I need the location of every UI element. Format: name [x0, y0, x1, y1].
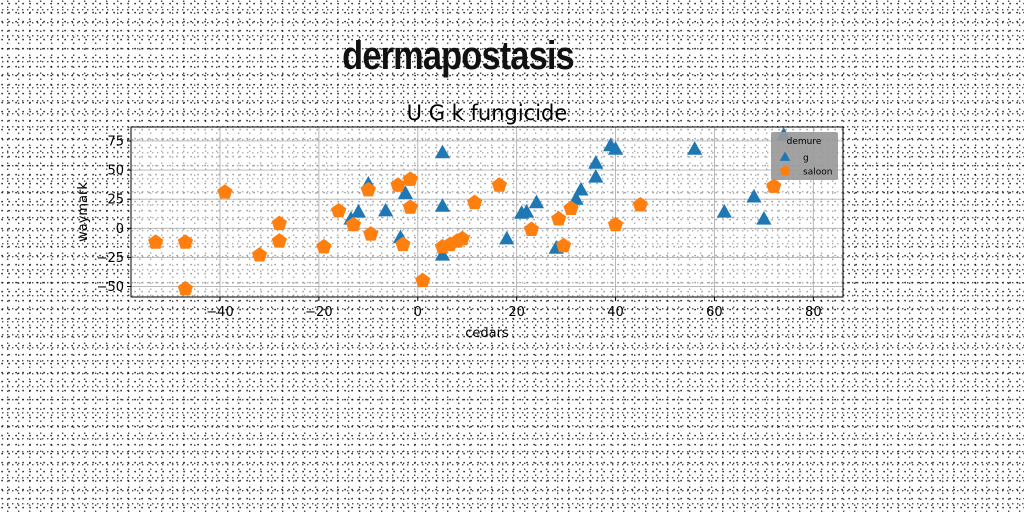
- data-point-saloon: [402, 171, 418, 186]
- data-point-g: [528, 194, 545, 209]
- data-point-saloon: [363, 226, 379, 241]
- data-point-g: [397, 185, 414, 199]
- data-point-g: [746, 188, 762, 203]
- data-point-saloon: [177, 234, 193, 249]
- y-axis-label: waymark: [76, 182, 91, 242]
- chart-title: U G k fungicide: [407, 101, 568, 125]
- data-point-saloon: [390, 177, 406, 192]
- legend-items: g saloon: [779, 151, 832, 178]
- data-point-saloon: [177, 280, 193, 296]
- data-point-saloon: [360, 181, 376, 197]
- data-point-saloon: [766, 178, 782, 193]
- data-point-g: [434, 144, 451, 159]
- data-point-saloon: [415, 272, 431, 288]
- legend-label-g: g: [803, 154, 809, 164]
- legend: demure g saloon: [771, 132, 838, 180]
- data-point-saloon: [316, 238, 332, 254]
- data-point-saloon: [345, 216, 362, 232]
- data-point-saloon: [148, 234, 164, 249]
- x-tick-label: −40: [206, 305, 233, 320]
- data-point-g: [518, 204, 535, 218]
- data-point-g: [687, 141, 703, 155]
- data-point-g: [434, 247, 451, 261]
- x-tick-label: 40: [607, 305, 624, 320]
- legend-marker-g: [779, 151, 791, 161]
- data-point-saloon: [251, 247, 268, 262]
- y-tick-label: 75: [107, 134, 124, 149]
- data-point-saloon: [402, 199, 418, 214]
- x-tick-label: 20: [508, 305, 525, 320]
- data-point-saloon: [523, 221, 540, 236]
- data-point-g: [607, 141, 624, 155]
- data-point-saloon: [491, 177, 507, 192]
- data-point-g: [350, 204, 367, 218]
- x-tick-label: 0: [414, 305, 422, 320]
- y-tick-label: 50: [107, 164, 124, 179]
- grid-lines: [131, 127, 843, 297]
- data-point-saloon: [607, 216, 624, 232]
- y-tick-label: −25: [97, 251, 124, 266]
- legend-label-saloon: saloon: [803, 168, 832, 178]
- x-axis-label: cedars: [465, 326, 509, 341]
- data-point-saloon: [454, 230, 470, 246]
- y-axis-ticks: −50 −25 0 25 50 75: [97, 134, 131, 295]
- data-point-g: [756, 210, 772, 225]
- data-point-saloon: [551, 210, 567, 226]
- data-point-saloon: [563, 200, 579, 215]
- y-tick-label: 0: [116, 222, 124, 237]
- data-point-saloon: [556, 237, 572, 253]
- plot-area: [131, 127, 843, 297]
- legend-title: demure: [787, 137, 822, 147]
- page-heading: dermapostasis: [342, 34, 574, 78]
- data-point-g: [588, 169, 604, 183]
- y-tick-label: 25: [107, 193, 124, 208]
- data-points: [148, 127, 792, 296]
- data-point-saloon: [467, 194, 483, 210]
- data-point-saloon: [271, 233, 287, 248]
- data-point-g: [378, 202, 394, 217]
- data-point-g: [716, 204, 732, 218]
- data-point-g: [588, 155, 604, 169]
- plot-frame: [130, 126, 844, 298]
- data-point-saloon: [271, 215, 287, 231]
- x-tick-label: 60: [706, 305, 723, 320]
- x-tick-label: −20: [305, 305, 332, 320]
- data-point-g: [434, 198, 451, 212]
- data-point-g: [499, 230, 515, 245]
- x-axis-ticks: −40 −20 0 20 40 60 80: [206, 297, 822, 320]
- y-tick-label: −50: [97, 280, 124, 295]
- data-point-saloon: [395, 236, 411, 252]
- legend-marker-saloon: [779, 165, 791, 176]
- data-point-g: [573, 181, 589, 196]
- x-tick-label: 80: [805, 305, 822, 320]
- data-point-saloon: [632, 197, 648, 212]
- data-point-saloon: [217, 184, 233, 199]
- data-point-saloon: [331, 202, 347, 218]
